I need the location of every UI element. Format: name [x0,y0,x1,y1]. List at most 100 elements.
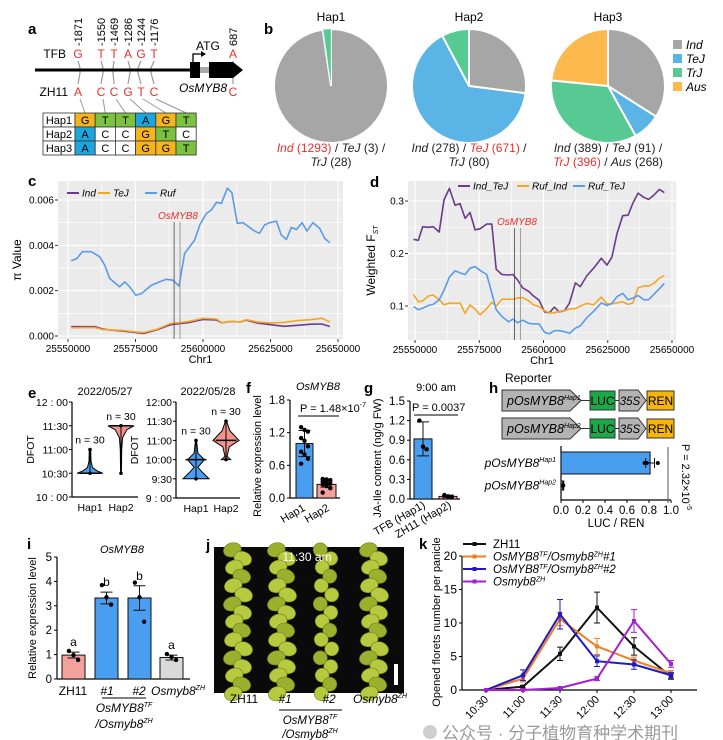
watermark-text: 公众号 · 分子植物育种学术期刊 [442,724,678,740]
y-tick-label: 1.5 [389,396,405,408]
legend-marker [472,579,477,584]
tfb-allele: A [124,47,132,61]
group-label-line2-main: /Osmyb8 [94,717,143,731]
y-tick-label: 10 : 00 [36,492,68,504]
tss-arrow-icon [192,53,202,62]
x-tick-label: Hap2 [108,502,133,514]
caption-group-name: TrJ [553,155,570,169]
legend-suffix: #2 [603,564,616,576]
caption-count: (28) [327,155,352,169]
caption-count: (80) [465,155,490,169]
p-value-text: P = 2.32×10-5 [679,444,692,510]
allele-base: T [122,115,129,127]
pie-chart-Hap2: Hap2 Ind (278) / TeJ (671) / TrJ (80) [411,10,528,169]
ren-box [646,418,675,439]
y-tick-label: 0.3 [390,197,404,208]
panel-label-e: e [28,385,36,402]
snp-position-label: -1469 [109,18,121,46]
caption-separator: / [378,141,385,155]
caption-count: (1293) [294,141,332,155]
x-tick-label: 0.8 [641,505,657,517]
nucleotide-diversity-chart: OsMYB8 Ind TeJ Ruf 25550000 25575000 25600000 2… [10,181,361,366]
p-value-text: P = 0.0037 [412,402,465,414]
35s-arrow [618,417,647,440]
y-tick-label: 11:00 [147,435,173,447]
pie-slice-Ind [468,27,527,95]
data-point [298,435,304,441]
flowering-time-violin-0527: 2022/05/27 10 : 00 10:30 11:00 11:30 12 : 00 D… [25,386,138,514]
data-point [108,602,114,607]
x-tick-label: 12:00 [574,694,602,722]
allele-base: T [102,115,109,127]
allele-base: G [81,115,90,127]
x-tick-label: 0.4 [597,505,614,517]
photo-group-label-line1: OsMYB8TF [283,714,338,727]
y-tick-label: 5 [46,552,52,564]
spikelet [324,587,340,603]
data-point [328,481,333,487]
legend-name: ZH11 [493,539,520,551]
x-tick-label: 1.0 [663,505,679,517]
data-point [632,662,636,667]
caption-count: (671) [488,141,519,155]
data-point [137,595,142,600]
data-point [298,449,304,454]
y-tick-label: 2 [46,625,52,637]
group-label-line2: /Osmyb8ZH [94,717,153,731]
series-line [485,617,672,691]
data-point [484,688,488,692]
y-tick-label: pOsMYB8Hap1 [484,456,557,470]
legend-mid: /Osmyb8 [547,552,595,564]
series-line-Ruf_TeJ [413,265,665,335]
x-tick-label: 11:30 [538,694,565,721]
pie-title: Hap2 [455,10,484,24]
data-point [173,657,179,663]
promoter-name: pOsMYB8 [506,422,564,436]
allele-base: A [81,143,89,155]
y-tick-label: 0.2 [390,249,404,260]
y-tick-label: 3 [46,601,52,613]
allele-base: A [81,129,89,141]
pie-caption-line: Ind (278) / TeJ (671) / [412,141,528,155]
caption-group-name: TeJ [612,141,632,155]
haplotype-name: Hap1 [46,115,72,127]
data-point [298,461,304,466]
data-point [424,447,429,452]
violin-extreme-point [224,457,228,462]
promoter-label: pOsMYB8Hap2 [506,422,581,436]
data-point [595,644,599,649]
y-tick-label: 11:30 [43,421,69,433]
data-point [305,456,311,461]
snp-marker-line [127,60,131,85]
y-tick-label: 5 [450,650,457,664]
violin-extreme-point [194,438,198,443]
chart-title: OsMYB8 [296,381,341,393]
y-axis-label: Weighted FST [364,225,380,296]
y-axis-label: Relative expression level [252,395,264,517]
data-point [75,657,81,663]
y-axis-label-main: Weighted F [364,234,378,295]
legend-sup2: ZH [593,552,604,559]
promoter-label: pOsMYB8Hap1 [506,394,581,408]
p-value-exponent: -7 [360,402,366,409]
haplotype-connector [142,98,167,114]
y-axis-label: DFOT [25,435,37,464]
y-tick-label: 0.0 [269,493,285,505]
panicle-photo: 11:30 am [214,542,404,711]
snp-marker-line [100,60,104,85]
x-tick-label: 0.2 [575,505,591,517]
snp-position-label: -1176 [149,19,161,46]
y-tick-label: 10 [444,616,458,630]
x-tick-label: Hap2 [213,503,238,515]
data-point [595,676,599,681]
bar-1 [94,597,119,680]
expression-bar-chart-f: OsMYB8 0.0 0.6 1.2 1.8 Relative expression le… [252,381,341,517]
plot-background [408,181,676,340]
caption-group-name: Ind [277,141,294,155]
violin-title: 2022/05/27 [77,386,132,398]
y-tick-label: 0.1 [390,302,404,313]
gene-label: OsMYB8 [179,81,227,95]
zh11-label: ZH11 [40,85,69,99]
allele-base: C [122,129,130,141]
legend-label-Aus: Aus [685,80,707,94]
